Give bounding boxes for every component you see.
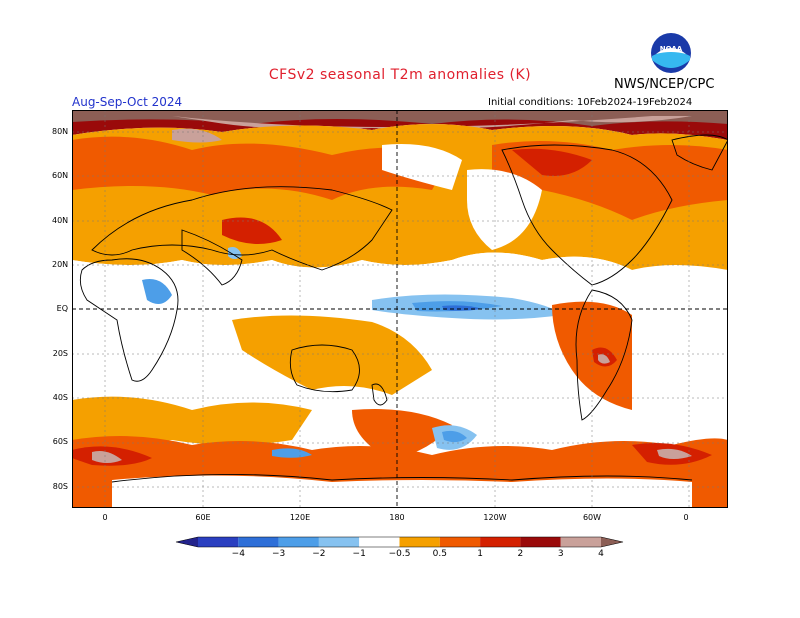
lon-label-60w: 60W [582, 513, 602, 522]
reference-lines [72, 110, 728, 508]
lon-label-0-west: 0 [102, 513, 108, 522]
colorbar-cell [238, 537, 279, 547]
colorbar-cell [520, 537, 561, 547]
colorbar-tick-label: 4 [598, 549, 604, 559]
colorbar-tick-label: −0.5 [388, 549, 411, 559]
lat-label-20n: 20N [52, 260, 69, 269]
colorbar-tick-label: −4 [231, 549, 245, 559]
colorbar-cell [439, 537, 481, 547]
lat-label-40s: 40S [52, 393, 68, 402]
lon-label-120e: 120E [289, 513, 311, 522]
colorbar-tick-label: 0.5 [432, 549, 447, 559]
anomaly-map [72, 110, 728, 508]
colorbar-cell [359, 537, 400, 547]
north-pacific-neutral [382, 144, 462, 190]
south-pacific-cool-core [442, 430, 467, 443]
south-indian-warm [232, 315, 432, 395]
colorbar-cell [198, 537, 239, 547]
lon-label-0-east: 0 [683, 513, 689, 522]
colorbar-cell [176, 537, 198, 547]
southern-ocean-extreme-east [657, 448, 692, 459]
colorbar-cell [318, 537, 360, 547]
lon-label-120w: 120W [483, 513, 507, 522]
africa-cool-patch [142, 279, 172, 304]
forecast-period: Aug-Sep-Oct 2024 [72, 95, 183, 109]
lat-label-20s: 20S [52, 349, 68, 358]
lat-label-40n: 40N [52, 216, 69, 225]
colorbar-outline [175, 536, 624, 548]
eurasia-warm-region [72, 136, 452, 200]
graticule [72, 110, 728, 508]
colorbar-tick-label: 2 [517, 549, 524, 559]
colorbar-cell [560, 537, 601, 547]
central-asia-strong-warm [222, 217, 282, 244]
initial-conditions: Initial conditions: 10Feb2024-19Feb2024 [488, 97, 693, 108]
india-cool-patch [228, 247, 242, 259]
colorbar-cell [399, 537, 440, 547]
eurasia-outline [91, 186, 393, 271]
map-title: CFSv2 seasonal T2m anomalies (K) [268, 67, 532, 83]
india-arabia-outline [181, 229, 243, 286]
colorbar [175, 536, 624, 548]
colorbar-tick-label: 3 [557, 549, 564, 559]
scandinavia-extreme [172, 128, 222, 143]
south-indian-ocean-warm [72, 396, 312, 445]
southern-ocean-extreme-west [92, 451, 122, 463]
colorbar-tick-label: −2 [312, 549, 326, 559]
southern-ocean-cool-patch [272, 448, 312, 458]
lat-label-80n: 80N [52, 127, 69, 136]
lat-label-60n: 60N [52, 171, 69, 180]
agency-label: NWS/NCEP/CPC [614, 77, 715, 92]
noaa-logo: NOAA [651, 33, 691, 73]
lat-label-80s: 80S [52, 482, 68, 491]
map-frame [72, 110, 728, 508]
south-america-outline [575, 289, 633, 421]
northeast-pacific-neutral [467, 169, 542, 250]
lat-label-eq: EQ [56, 304, 68, 313]
greenland-outline [671, 134, 728, 171]
colorbar-cell [278, 537, 319, 547]
australia-outline [289, 344, 360, 393]
colorbar-cell [601, 537, 623, 547]
colorbar-tick-label: 1 [477, 549, 483, 559]
lon-label-180: 180 [389, 513, 405, 522]
africa-outline [79, 258, 179, 382]
antarctica-outline [111, 474, 693, 483]
new-zealand-outline [371, 383, 388, 406]
lon-label-60e: 60E [195, 513, 211, 522]
south-america-extreme [598, 354, 610, 364]
antarctica-neutral [112, 475, 692, 508]
colorbar-cell [480, 537, 521, 547]
tropics-neutral-west [72, 260, 372, 320]
alaska-strong-warm [512, 148, 592, 176]
colorbar-tick-label: −1 [352, 549, 366, 559]
colorbar-tick-label: −3 [271, 549, 286, 559]
logo-text: NOAA [660, 45, 683, 53]
lat-label-60s: 60S [52, 437, 68, 446]
equatorial-pacific-cold-core [442, 305, 482, 311]
